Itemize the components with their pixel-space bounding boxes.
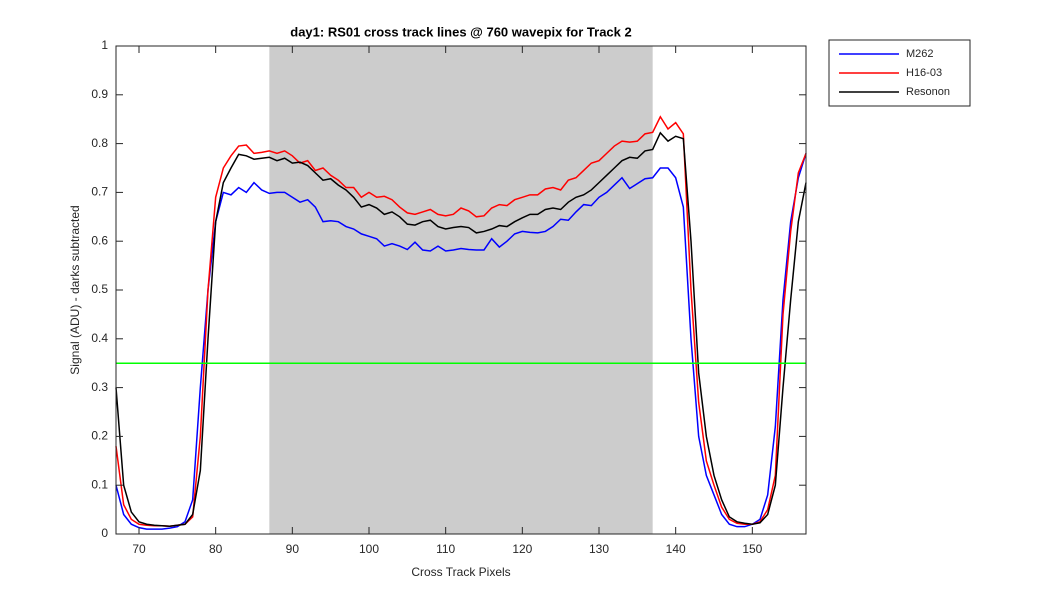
y-tick-label: 0.6 (91, 233, 108, 247)
series-line (115, 153, 807, 530)
y-tick-label: 0.9 (91, 87, 108, 101)
y-tick-label: 0.3 (91, 380, 108, 394)
shaded-region (269, 46, 653, 534)
y-tick-label: 0 (101, 526, 108, 540)
x-tick-label: 130 (589, 542, 609, 556)
x-tick-label: 100 (359, 542, 379, 556)
y-tick-label: 0.7 (91, 185, 108, 199)
x-tick-label: 110 (436, 542, 455, 556)
y-tick-label: 0.1 (91, 477, 108, 491)
series-line (115, 115, 807, 527)
y-tick-label: 0.5 (91, 282, 108, 296)
legend-label: H16-03 (906, 67, 942, 79)
x-tick-label: 120 (512, 542, 532, 556)
y-axis-label: Signal (ADU) - darks subtracted (68, 205, 82, 374)
legend-label: Resonon (906, 86, 950, 98)
x-tick-label: 90 (286, 542, 300, 556)
legend-label: M262 (906, 48, 934, 60)
x-tick-label: 70 (132, 542, 146, 556)
y-tick-label: 0.4 (91, 331, 108, 345)
x-tick-label: 140 (666, 542, 686, 556)
y-tick-label: 0.2 (91, 429, 108, 443)
y-tick-label: 0.8 (91, 136, 108, 150)
chart-title: day1: RS01 cross track lines @ 760 wavep… (290, 24, 631, 39)
series-line (115, 131, 807, 527)
y-tick-label: 1 (101, 38, 108, 52)
x-tick-label: 150 (742, 542, 762, 556)
x-tick-label: 80 (209, 542, 223, 556)
x-axis-label: Cross Track Pixels (411, 565, 510, 579)
